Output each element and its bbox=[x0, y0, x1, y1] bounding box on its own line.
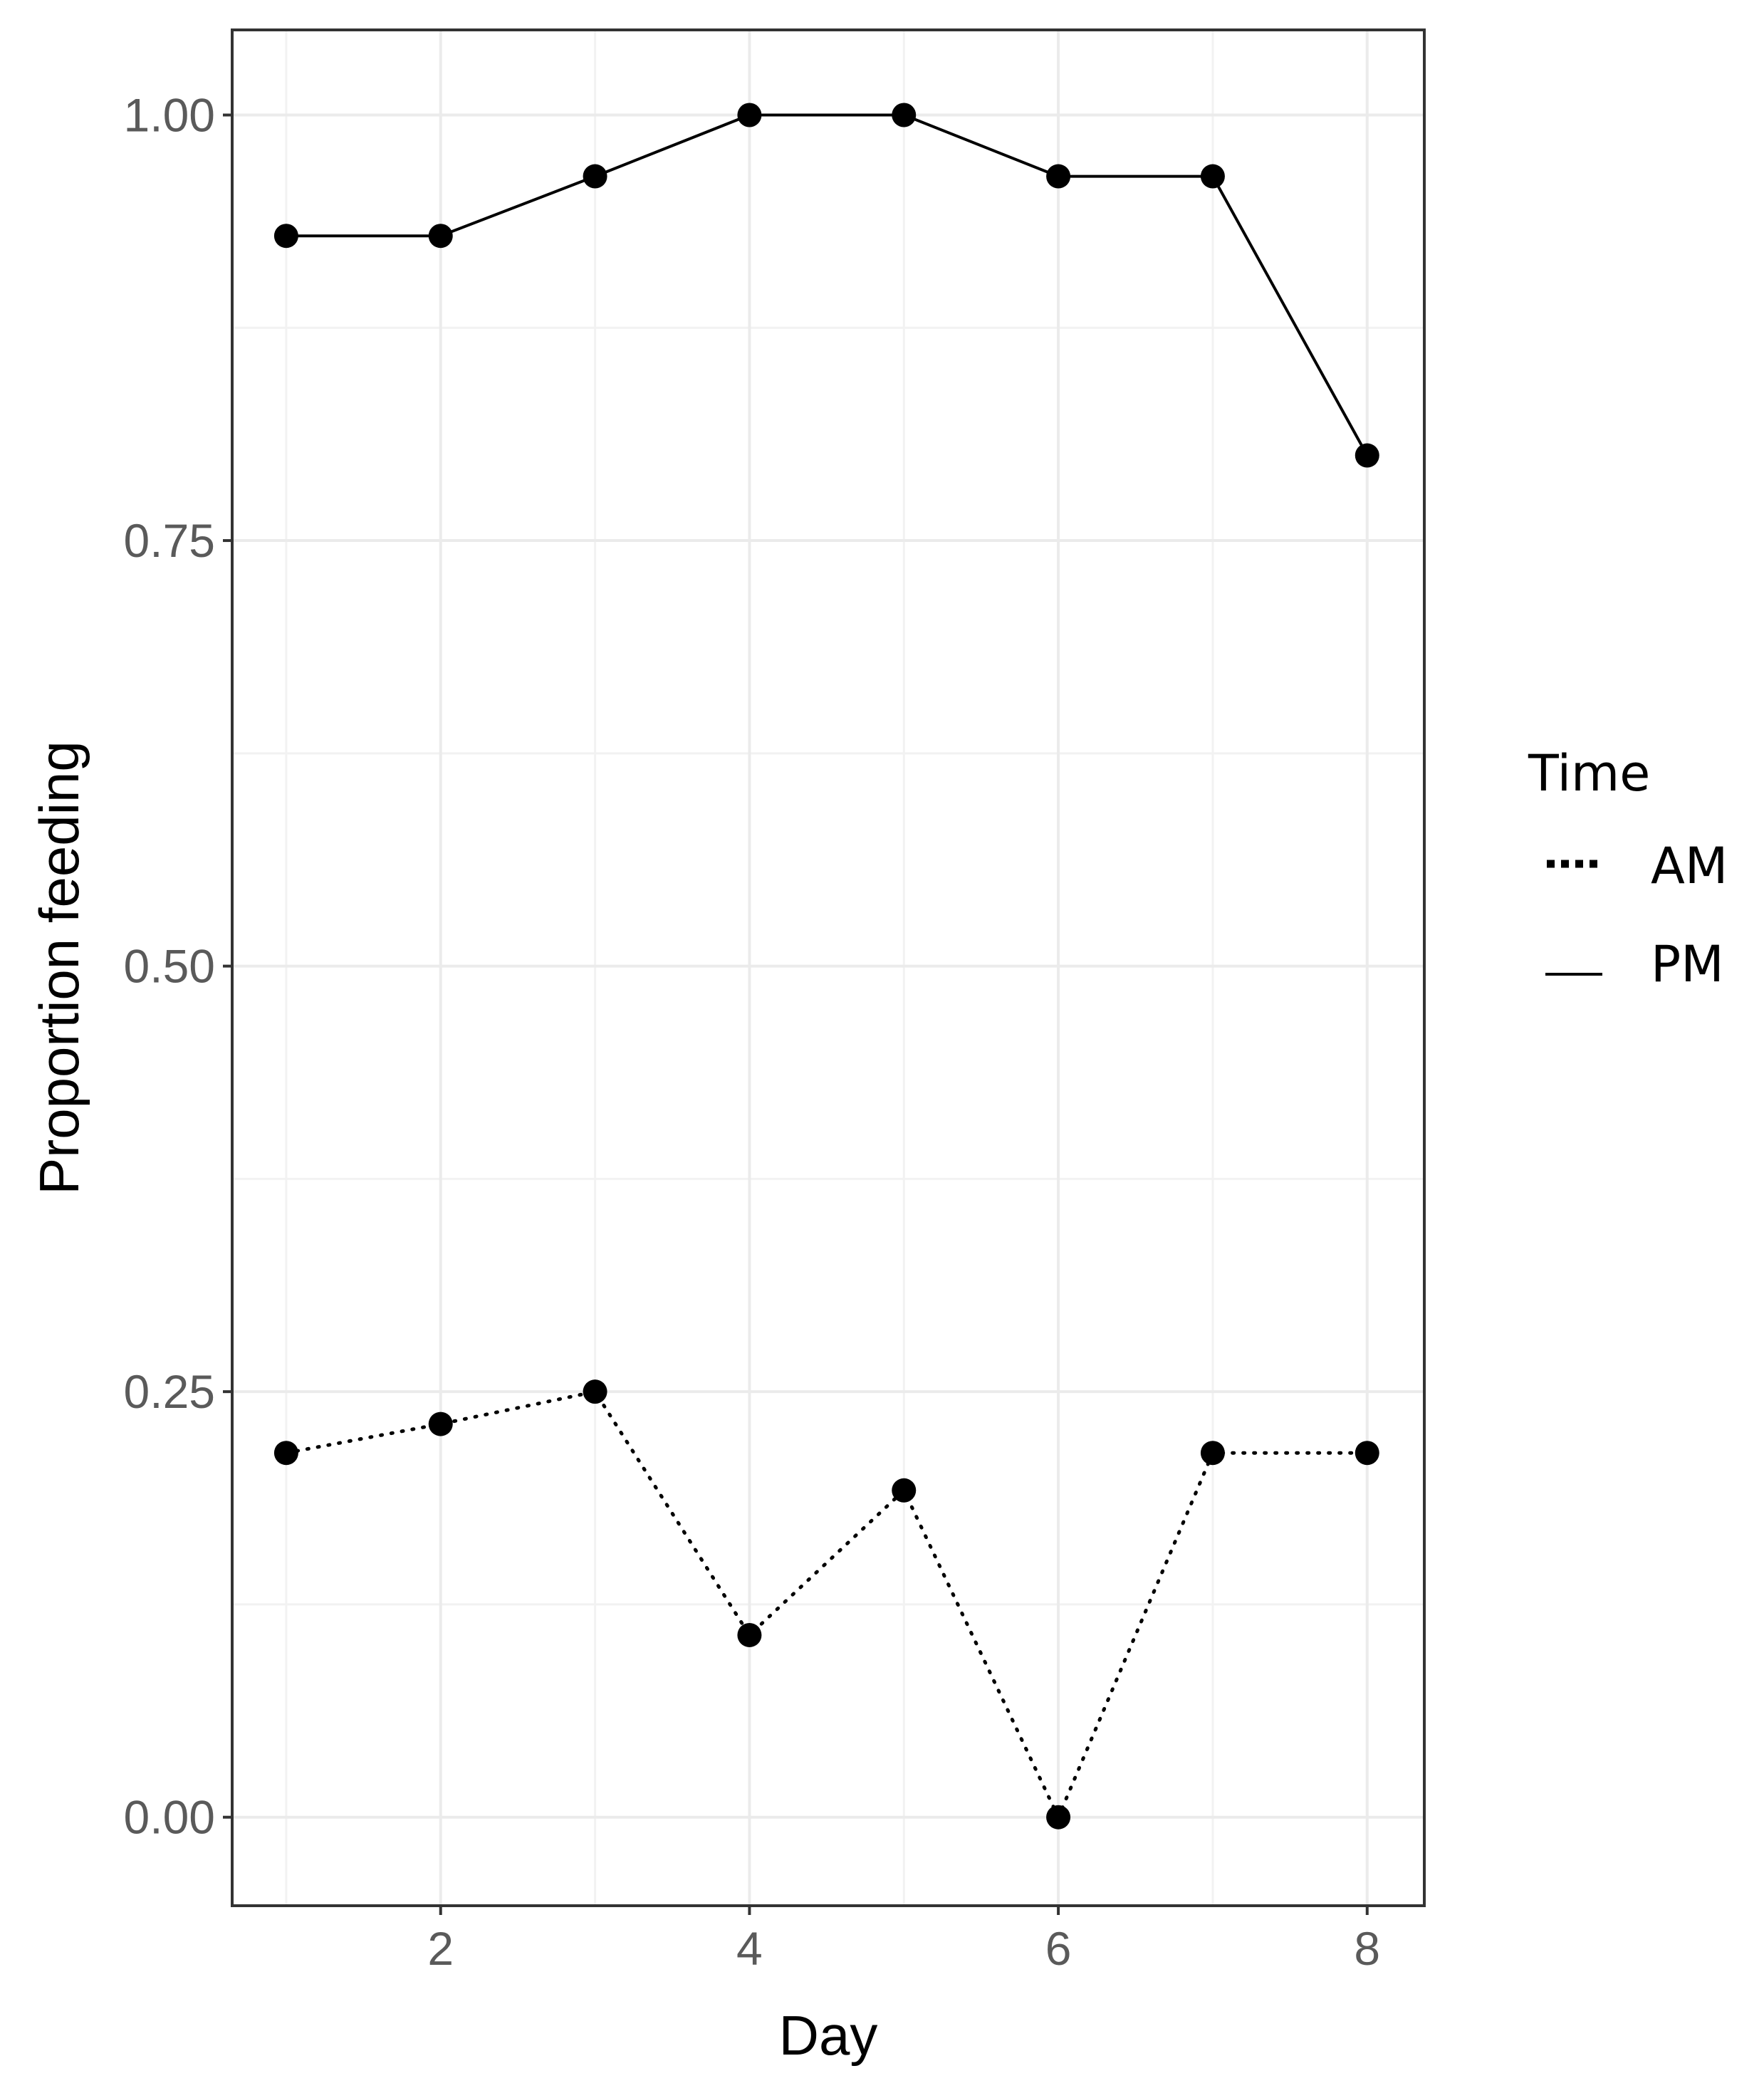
legend: Time AM PM bbox=[1528, 744, 1728, 993]
y-tick-label: 0.50 bbox=[124, 940, 215, 993]
series-lines bbox=[284, 113, 1369, 1820]
data-point-pm-day-6 bbox=[1046, 164, 1071, 189]
data-point-pm-day-1 bbox=[273, 224, 298, 249]
data-point-am-day-6 bbox=[1046, 1805, 1071, 1830]
y-axis-title: Proportion feeding bbox=[28, 741, 90, 1194]
data-point-pm-day-5 bbox=[892, 103, 917, 127]
x-axis-title: Day bbox=[779, 2004, 878, 2067]
y-tick-label: 0.00 bbox=[124, 1791, 215, 1844]
legend-title: Time bbox=[1528, 744, 1650, 803]
data-point-am-day-8 bbox=[1355, 1441, 1379, 1466]
data-point-pm-day-8 bbox=[1355, 443, 1379, 468]
data-point-am-day-7 bbox=[1200, 1441, 1225, 1466]
y-tick-label: 1.00 bbox=[124, 89, 215, 142]
axes: 0.00 0.25 0.50 0.75 1.00 2 4 6 8 bbox=[124, 89, 1381, 1975]
x-tick-label: 6 bbox=[1045, 1922, 1072, 1975]
series-line-pm bbox=[286, 113, 1369, 456]
x-tick-label: 4 bbox=[736, 1922, 763, 1975]
y-tick-label: 0.25 bbox=[124, 1365, 215, 1418]
data-point-am-day-5 bbox=[892, 1478, 917, 1503]
x-tick-label: 8 bbox=[1354, 1922, 1380, 1975]
legend-label-am: AM bbox=[1651, 837, 1728, 895]
data-point-pm-day-2 bbox=[428, 224, 453, 249]
data-point-am-day-3 bbox=[583, 1379, 607, 1404]
series-line-am bbox=[284, 1389, 1369, 1820]
data-points bbox=[273, 103, 1379, 1830]
legend-label-pm: PM bbox=[1651, 935, 1724, 993]
data-point-am-day-4 bbox=[737, 1622, 762, 1647]
panel-border bbox=[231, 28, 1426, 1907]
data-point-pm-day-3 bbox=[583, 164, 607, 189]
data-point-am-day-2 bbox=[428, 1411, 453, 1436]
data-point-pm-day-7 bbox=[1200, 164, 1225, 189]
data-point-am-day-1 bbox=[273, 1441, 298, 1466]
data-point-pm-day-4 bbox=[737, 103, 762, 127]
y-tick-label: 0.75 bbox=[124, 514, 215, 567]
x-tick-label: 2 bbox=[427, 1922, 454, 1975]
